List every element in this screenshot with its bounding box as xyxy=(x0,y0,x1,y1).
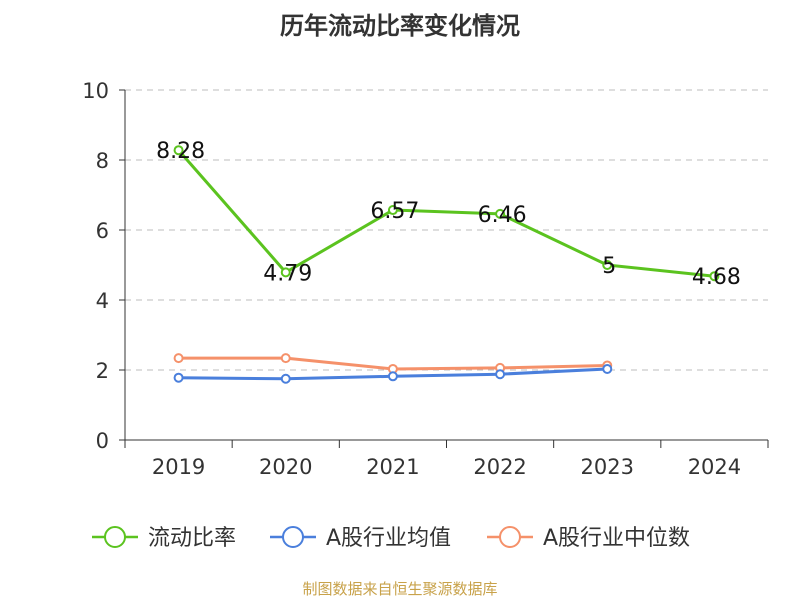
x-tick-label: 2022 xyxy=(473,455,526,479)
data-label: 8.28 xyxy=(156,139,205,164)
grid-lines xyxy=(125,89,768,371)
data-label: 4.79 xyxy=(263,261,312,286)
data-point-s0-1[interactable] xyxy=(280,267,291,278)
data-label: 6.46 xyxy=(478,203,527,228)
source-note: 制图数据来自恒生聚源数据库 xyxy=(302,580,498,598)
data-point-s1-3[interactable] xyxy=(495,369,506,380)
series-lines xyxy=(173,145,720,384)
y-tick-label: 8 xyxy=(96,149,109,173)
legend-item-1[interactable]: A股行业均值 xyxy=(270,526,451,551)
legend-circle-icon xyxy=(104,526,126,548)
legend[interactable]: 流动比率 A股行业均值 A股行业中位数 xyxy=(92,526,690,551)
legend-circle-icon xyxy=(282,526,304,548)
data-point-s0-3[interactable] xyxy=(495,208,506,219)
data-label: 5 xyxy=(602,254,616,279)
legend-item-2[interactable]: A股行业中位数 xyxy=(487,526,690,551)
y-tick-label: 4 xyxy=(96,289,109,313)
data-label: 6.57 xyxy=(370,199,419,224)
x-tick-label: 2019 xyxy=(152,455,205,479)
data-point-s1-0[interactable] xyxy=(173,372,184,383)
data-label: 4.68 xyxy=(692,265,741,290)
data-point-s0-4[interactable] xyxy=(602,260,613,270)
x-tick-label: 2024 xyxy=(688,455,741,479)
legend-circle-icon xyxy=(499,526,521,548)
y-tick-label: 2 xyxy=(96,359,109,383)
x-tick-label: 2023 xyxy=(581,455,634,479)
y-tick-label: 10 xyxy=(82,79,109,103)
data-point-s1-2[interactable] xyxy=(387,371,398,382)
series-line-0 xyxy=(177,149,715,278)
data-point-s0-5[interactable] xyxy=(709,271,720,282)
legend-label: A股行业均值 xyxy=(326,526,451,551)
data-point-s1-1[interactable] xyxy=(280,373,291,384)
axes: 0 2 4 6 8 10 2019 2020 2021 2022 2023 2024 xyxy=(82,79,769,479)
data-point-s0-0[interactable] xyxy=(173,145,184,156)
data-point-s2-1[interactable] xyxy=(280,353,291,364)
data-point-s1-4[interactable] xyxy=(602,363,613,374)
data-point-s0-2[interactable] xyxy=(387,205,398,216)
data-point-s2-0[interactable] xyxy=(173,353,184,364)
y-tick-label: 6 xyxy=(96,219,109,243)
legend-label: A股行业中位数 xyxy=(543,526,690,551)
x-tick-label: 2021 xyxy=(366,455,419,479)
x-tick-label: 2020 xyxy=(259,455,312,479)
y-tick-label: 0 xyxy=(96,429,109,453)
legend-label: 流动比率 xyxy=(148,526,236,551)
chart-title: 历年流动比率变化情况 xyxy=(280,12,520,40)
data-labels: 8.28 4.79 6.57 6.46 5 4.68 xyxy=(156,139,741,290)
legend-item-0[interactable]: 流动比率 xyxy=(92,526,236,551)
